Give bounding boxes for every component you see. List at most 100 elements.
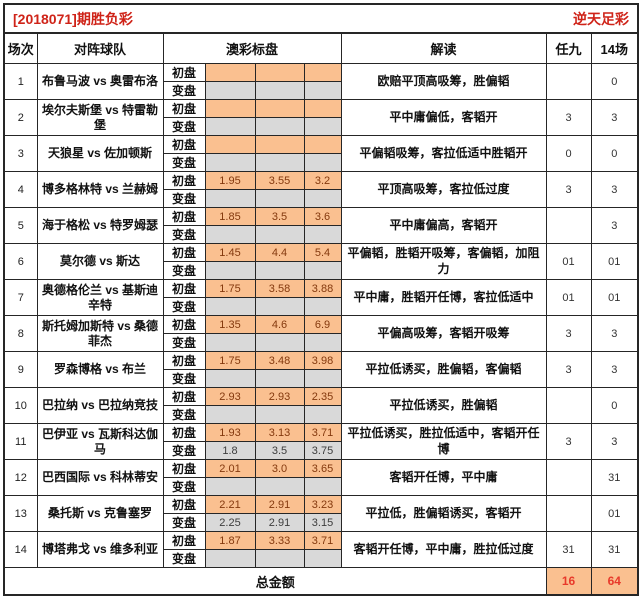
changed-odds-lose: 3.75: [303, 441, 342, 460]
c14-pick: 3: [590, 315, 639, 352]
changed-odds-win: [204, 261, 256, 280]
col-header-match-no: 场次: [3, 32, 38, 64]
changed-odds-draw: [254, 477, 305, 496]
initial-odds-lose: 3.23: [303, 495, 342, 514]
match-row-initial: 3 天狼星 vs 佐加顿斯 初盘 平偏韬吸筹，客拉低适中胜韬开 0 0: [3, 135, 639, 172]
changed-odds-draw: [254, 549, 305, 568]
c14-pick: 31: [590, 531, 639, 568]
match-row-initial: 8 斯托姆加斯特 vs 桑德菲杰 初盘 1.35 4.6 6.9 平偏高吸筹，客…: [3, 315, 639, 352]
analysis-text: 平偏韬吸筹，客拉低适中胜韬开: [340, 135, 547, 172]
c14-pick: 0: [590, 63, 639, 100]
changed-odds-draw: [254, 333, 305, 352]
changed-odds-draw: 2.91: [254, 513, 305, 532]
initial-odds-lose: [303, 63, 342, 82]
match-number: 10: [3, 387, 38, 424]
match-teams: 桑托斯 vs 克鲁塞罗: [36, 495, 164, 532]
initial-odds-label: 初盘: [162, 99, 206, 118]
changed-odds-win: [204, 369, 256, 388]
initial-odds-label: 初盘: [162, 243, 206, 262]
match-teams: 巴拉纳 vs 巴拉纳竞技: [36, 387, 164, 424]
match-row-initial: 13 桑托斯 vs 克鲁塞罗 初盘 2.21 2.91 3.23 平拉低，胜偏韬…: [3, 495, 639, 532]
initial-odds-win: 2.93: [204, 387, 256, 406]
changed-odds-label: 变盘: [162, 225, 206, 244]
changed-odds-lose: [303, 153, 342, 172]
initial-odds-lose: 3.71: [303, 531, 342, 550]
initial-odds-win: 1.85: [204, 207, 256, 226]
match-row-initial: 10 巴拉纳 vs 巴拉纳竞技 初盘 2.93 2.93 2.35 平拉低诱买，…: [3, 387, 639, 424]
initial-odds-draw: 3.33: [254, 531, 305, 550]
match-row-changed: 变盘: [4, 81, 638, 100]
match-number: 8: [3, 315, 38, 352]
initial-odds-label: 初盘: [162, 315, 206, 334]
col-header-14: 14场: [590, 32, 639, 64]
match-row-initial: 6 莫尔德 vs 斯达 初盘 1.45 4.4 5.4 平偏韬，胜韬开吸筹，客偏…: [3, 243, 639, 280]
changed-odds-lose: [303, 405, 342, 424]
match-row-changed: 变盘: [4, 477, 638, 496]
c14-pick: 01: [590, 495, 639, 532]
total-row: 总金额 16 64: [3, 567, 639, 596]
changed-odds-draw: [254, 81, 305, 100]
initial-odds-label: 初盘: [162, 279, 206, 298]
match-row-initial: 11 巴伊亚 vs 瓦斯科达伽马 初盘 1.93 3.13 3.71 平拉低诱买…: [3, 423, 639, 460]
match-row-changed: 变盘 2.25 2.91 3.15: [4, 513, 638, 532]
match-row-changed: 变盘: [4, 549, 638, 568]
ren9-pick: [545, 459, 592, 496]
analysis-text: 平拉低，胜偏韬诱买，客韬开: [340, 495, 547, 532]
initial-odds-draw: [254, 135, 305, 154]
initial-odds-draw: 3.55: [254, 171, 305, 190]
initial-odds-win: [204, 135, 256, 154]
match-number: 6: [3, 243, 38, 280]
match-number: 14: [3, 531, 38, 568]
changed-odds-label: 变盘: [162, 369, 206, 388]
match-teams: 博塔弗戈 vs 维多利亚: [36, 531, 164, 568]
changed-odds-lose: [303, 225, 342, 244]
changed-odds-win: [204, 189, 256, 208]
c14-pick: 3: [590, 99, 639, 136]
page-title: [2018071]期胜负彩: [13, 10, 133, 27]
analysis-text: 平中庸偏高，客韬开: [340, 207, 547, 244]
c14-pick: 0: [590, 387, 639, 424]
initial-odds-win: 1.75: [204, 351, 256, 370]
brand-title: 逆天足彩: [573, 10, 630, 27]
match-number: 13: [3, 495, 38, 532]
initial-odds-label: 初盘: [162, 495, 206, 514]
c14-pick: 01: [590, 279, 639, 316]
match-number: 12: [3, 459, 38, 496]
initial-odds-win: 1.93: [204, 423, 256, 442]
c14-pick: 3: [590, 423, 639, 460]
changed-odds-win: [204, 117, 256, 136]
changed-odds-label: 变盘: [162, 153, 206, 172]
changed-odds-lose: [303, 81, 342, 100]
changed-odds-draw: [254, 153, 305, 172]
match-row-changed: 变盘: [4, 261, 638, 280]
match-teams: 布鲁马波 vs 奥雷布洛: [36, 63, 164, 100]
initial-odds-draw: 3.48: [254, 351, 305, 370]
changed-odds-lose: [303, 117, 342, 136]
changed-odds-win: [204, 81, 256, 100]
c14-pick: 31: [590, 459, 639, 496]
initial-odds-win: 1.45: [204, 243, 256, 262]
initial-odds-draw: [254, 63, 305, 82]
match-teams: 博多格林特 vs 兰赫姆: [36, 171, 164, 208]
changed-odds-lose: [303, 477, 342, 496]
match-row-initial: 1 布鲁马波 vs 奥雷布洛 初盘 欧赔平顶高吸筹，胜偏韬 0: [3, 63, 639, 100]
initial-odds-lose: [303, 99, 342, 118]
changed-odds-win: [204, 153, 256, 172]
match-teams: 天狼星 vs 佐加顿斯: [36, 135, 164, 172]
initial-odds-win: 1.35: [204, 315, 256, 334]
analysis-text: 平偏韬，胜韬开吸筹，客偏韬，加阻力: [340, 243, 547, 280]
ren9-pick: 0: [545, 135, 592, 172]
changed-odds-label: 变盘: [162, 333, 206, 352]
match-number: 7: [3, 279, 38, 316]
initial-odds-lose: 3.88: [303, 279, 342, 298]
c14-total-value: 64: [590, 567, 639, 596]
ren9-pick: 3: [545, 99, 592, 136]
initial-odds-draw: 3.58: [254, 279, 305, 298]
initial-odds-lose: 6.9: [303, 315, 342, 334]
changed-odds-draw: 3.5: [254, 441, 305, 460]
changed-odds-lose: [303, 369, 342, 388]
analysis-text: 客韬开任博，平中庸: [340, 459, 547, 496]
total-label: 总金额: [3, 567, 547, 596]
changed-odds-label: 变盘: [162, 297, 206, 316]
analysis-text: 平中庸偏低，客韬开: [340, 99, 547, 136]
